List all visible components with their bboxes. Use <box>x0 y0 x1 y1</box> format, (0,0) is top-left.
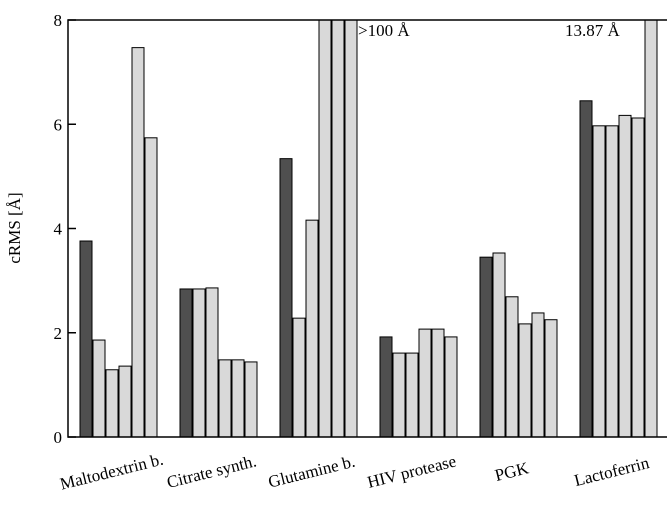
bar <box>431 328 445 437</box>
bar <box>318 20 332 437</box>
bar <box>292 317 306 437</box>
bar <box>331 20 345 437</box>
annotation: >100 Å <box>358 21 410 40</box>
y-tick-label: 2 <box>54 324 63 343</box>
bar <box>405 352 419 437</box>
bar <box>618 114 632 437</box>
bar <box>179 288 193 437</box>
y-tick-label: 0 <box>54 428 63 447</box>
bar <box>592 125 606 437</box>
bar <box>131 47 145 437</box>
x-tick-label: PGK <box>493 458 531 485</box>
bar <box>444 336 458 437</box>
x-tick-label: Glutamine b. <box>266 452 357 492</box>
bar <box>105 369 119 437</box>
bar <box>118 365 132 437</box>
plot-frame <box>67 19 667 438</box>
bar <box>544 319 558 437</box>
bar <box>631 117 645 437</box>
bar <box>192 288 206 437</box>
y-tick-label: 8 <box>54 11 63 30</box>
bar <box>644 20 658 437</box>
x-tick-label: Citrate synth. <box>165 451 258 492</box>
x-tick-label: Maltodextrin b. <box>58 450 165 494</box>
x-tick-label: Lactoferrin <box>572 453 651 490</box>
bar <box>205 287 219 437</box>
annotation: 13.87 Å <box>565 21 621 40</box>
bar <box>479 256 493 437</box>
bar <box>244 361 258 437</box>
bar <box>418 328 432 437</box>
bar <box>379 336 393 437</box>
y-axis-label: cRMS [Å] <box>5 192 24 263</box>
bar <box>518 323 532 437</box>
x-tick-label: HIV protease <box>365 451 458 491</box>
y-tick-label: 6 <box>54 115 63 134</box>
bar <box>392 352 406 437</box>
y-tick-label: 4 <box>54 220 63 239</box>
bar <box>305 219 319 437</box>
bar <box>505 296 519 437</box>
bar <box>92 339 106 437</box>
bar <box>579 100 593 437</box>
bar <box>344 20 358 437</box>
bar <box>605 125 619 437</box>
bars <box>79 20 658 437</box>
bar <box>531 312 545 437</box>
bar <box>492 252 506 437</box>
bar <box>218 359 232 437</box>
bar <box>79 240 93 437</box>
bar <box>144 137 158 437</box>
bar <box>231 359 245 437</box>
bar <box>279 158 293 437</box>
